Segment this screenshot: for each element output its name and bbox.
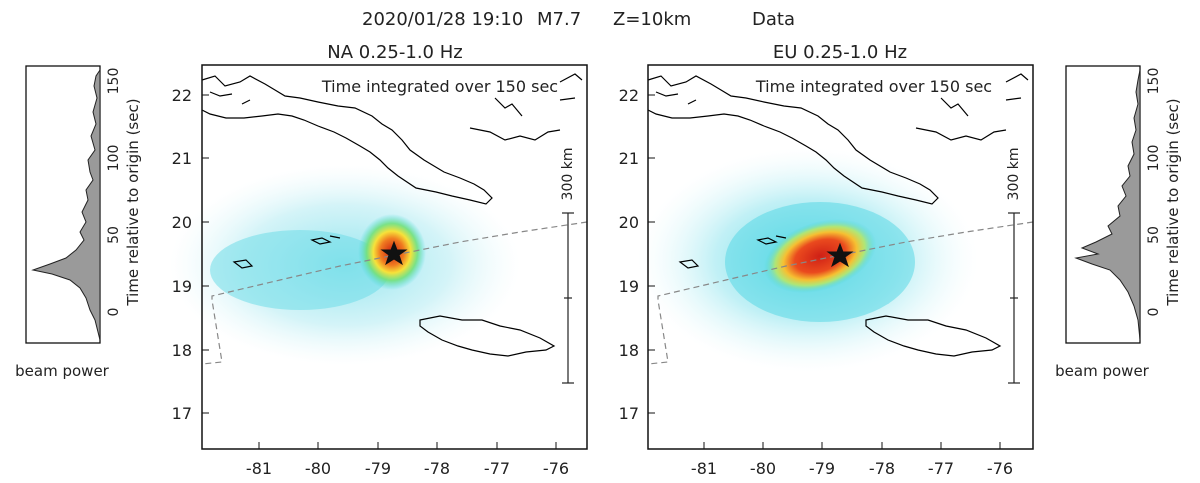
beam-right-xlabel: beam power [1055, 362, 1150, 380]
map-na-y-tick-22: 22 [172, 86, 192, 105]
map-na-title: NA 0.25-1.0 Hz [327, 42, 462, 63]
map-eu-fault [647, 221, 1034, 365]
map-eu-frame [647, 64, 1034, 450]
map-eu-coastlines [647, 73, 1029, 357]
beam-left-xlabel: beam power [15, 362, 110, 380]
map-na-x-tick-76: -76 [543, 459, 569, 478]
map-eu-scale-bar: 300 km [1006, 148, 1022, 384]
beam-left-tick-100: 100 [106, 145, 122, 172]
header-mode: Data [752, 9, 795, 30]
beam-left-tick-150: 150 [106, 68, 122, 95]
map-eu-title: EU 0.25-1.0 Hz [773, 42, 907, 63]
map-eu-y-tick-20: 20 [619, 213, 639, 232]
map-eu-heatmap [638, 148, 978, 372]
map-eu-scale-label: 300 km [1006, 148, 1022, 201]
map-eu: EU 0.25-1.0 Hz 300 km Time [619, 42, 1034, 478]
map-na-fault [201, 221, 588, 365]
map-na-x-tick-77: -77 [484, 459, 510, 478]
map-eu-x-axis: -81 -80 -79 -78 -77 -76 [691, 442, 1013, 478]
map-eu-x-tick-78: -78 [869, 459, 895, 478]
map-na-y-axis: 22 21 20 19 18 17 [172, 86, 209, 423]
map-na-x-tick-79: -79 [365, 459, 391, 478]
beam-power-trace-right [1074, 69, 1141, 341]
map-na-y-tick-18: 18 [172, 341, 192, 360]
map-na-scale-label: 300 km [560, 148, 576, 201]
map-na-x-tick-80: -80 [305, 459, 331, 478]
beam-right-tick-0: 0 [1146, 308, 1162, 317]
map-eu-integration-note: Time integrated over 150 sec [755, 77, 992, 96]
map-na-coastlines [201, 73, 583, 357]
beam-right-tick-50: 50 [1146, 226, 1162, 244]
map-na: NA 0.25-1.0 Hz 300 km Time [170, 42, 588, 478]
map-eu-y-tick-21: 21 [619, 149, 639, 168]
map-eu-x-tick-80: -80 [750, 459, 776, 478]
map-eu-x-tick-77: -77 [928, 459, 954, 478]
map-na-x-tick-81: -81 [246, 459, 272, 478]
map-na-y-tick-19: 19 [172, 277, 192, 296]
map-na-x-axis: -81 -80 -79 -78 -77 -76 [246, 442, 569, 478]
map-eu-x-tick-76: -76 [987, 459, 1013, 478]
map-eu-y-tick-17: 17 [619, 404, 639, 423]
map-na-frame [201, 64, 588, 450]
map-eu-y-tick-19: 19 [619, 277, 639, 296]
map-na-x-tick-78: -78 [424, 459, 450, 478]
map-eu-y-tick-22: 22 [619, 86, 639, 105]
header-date-time: 2020/01/28 19:10 [362, 9, 523, 30]
map-na-epicenter-star [380, 240, 408, 266]
beam-panel-right: 0 50 100 150 Time relative to origin (se… [1055, 65, 1182, 380]
beam-right-tick-150: 150 [1146, 68, 1162, 95]
beam-left-ylabel: Time relative to origin (sec) [124, 98, 142, 306]
map-eu-x-tick-81: -81 [691, 459, 717, 478]
map-eu-epicenter-star [826, 242, 854, 268]
beam-right-ylabel: Time relative to origin (sec) [1164, 98, 1182, 306]
map-eu-y-tick-18: 18 [619, 341, 639, 360]
map-na-y-tick-21: 21 [172, 149, 192, 168]
map-eu-x-tick-79: -79 [809, 459, 835, 478]
map-na-y-tick-17: 17 [172, 404, 192, 423]
map-eu-y-axis: 22 21 20 19 18 17 [619, 86, 655, 423]
beam-left-tick-0: 0 [106, 308, 122, 317]
header-magnitude: M7.7 [537, 9, 581, 30]
header-depth: Z=10km [613, 9, 691, 30]
map-na-y-tick-20: 20 [172, 213, 192, 232]
beam-panel-left: 0 50 100 150 Time relative to origin (se… [15, 65, 142, 380]
beam-left-tick-50: 50 [106, 226, 122, 244]
map-na-integration-note: Time integrated over 150 sec [321, 77, 558, 96]
map-na-scale-bar: 300 km [560, 148, 576, 384]
beam-right-tick-100: 100 [1146, 145, 1162, 172]
beam-power-trace-left [31, 68, 101, 341]
